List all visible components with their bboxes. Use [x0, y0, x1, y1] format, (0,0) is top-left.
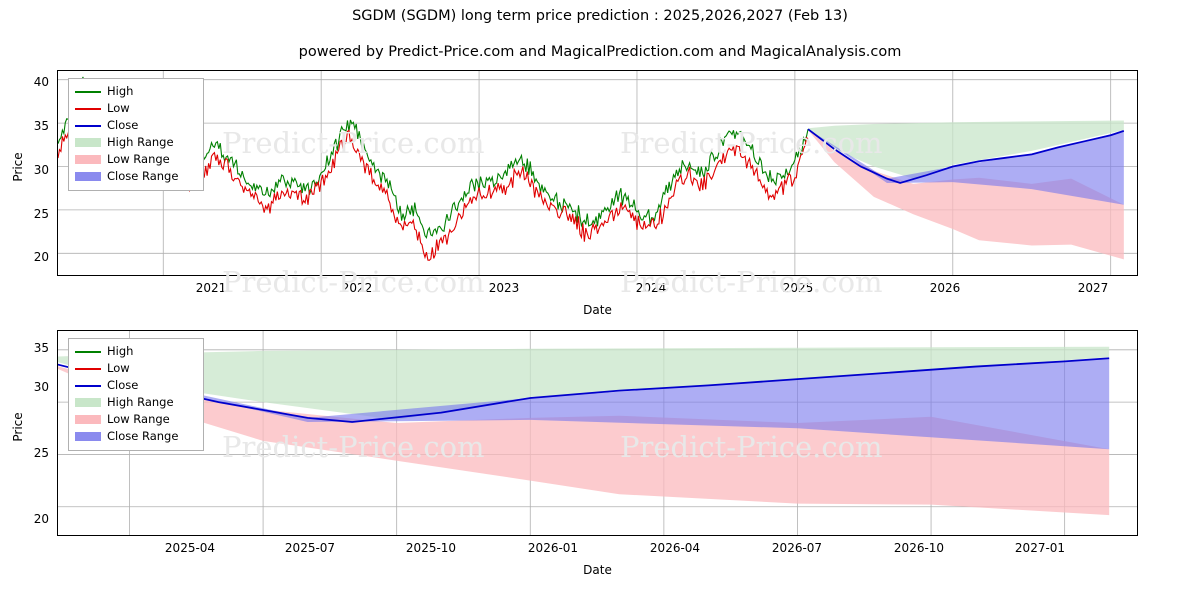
chart-subtitle: powered by Predict-Price.com and Magical…: [298, 44, 902, 60]
legend-item-high: High: [75, 343, 197, 360]
legend-swatch-low: [75, 363, 101, 374]
legend-item-close-range: Close Range: [75, 168, 197, 185]
x-tick-top-4: 2025: [782, 281, 814, 295]
y-tick-top-4: 40: [33, 75, 49, 90]
legend-label-close-range: Close Range: [107, 429, 179, 443]
x-tick-top-6: 2027: [1077, 281, 1109, 295]
legend-swatch-low-range: [75, 154, 101, 165]
y-tick-top-2: 30: [33, 162, 49, 177]
y-tick-bottom-3: 35: [33, 341, 49, 355]
x-axis-label-top: Date: [583, 303, 612, 317]
legend-swatch-high-range: [75, 397, 101, 408]
legend-bottom: High Low Close High Range Low Range Clos…: [68, 338, 204, 451]
legend-swatch-high-range: [75, 137, 101, 148]
legend-top: High Low Close High Range Low Range Clos…: [68, 78, 204, 191]
plot-area-top: [57, 70, 1138, 276]
legend-swatch-close-range: [75, 431, 101, 442]
x-tick-top-0: 2021: [195, 281, 227, 295]
legend-label-close-range: Close Range: [107, 169, 179, 183]
legend-item-high: High: [75, 83, 197, 100]
x-tick-top-1: 2022: [341, 281, 373, 295]
legend-item-close-range: Close Range: [75, 428, 197, 445]
legend-label-close: Close: [107, 118, 139, 132]
y-tick-bottom-0: 20: [33, 511, 49, 526]
x-tick-bottom-3: 2026-01: [527, 541, 579, 555]
legend-swatch-close-range: [75, 171, 101, 182]
legend-label-high: High: [107, 344, 134, 358]
y-tick-bottom-1: 25: [33, 445, 49, 460]
legend-label-high-range: High Range: [107, 135, 174, 149]
y-tick-bottom-2: 30: [33, 380, 49, 395]
legend-item-high-range: High Range: [75, 394, 197, 411]
x-tick-bottom-0: 2025-04: [164, 541, 216, 555]
y-axis-label-bottom: Price: [11, 412, 25, 442]
legend-item-close: Close: [75, 377, 197, 394]
y-tick-top-1: 25: [33, 206, 49, 221]
legend-item-close: Close: [75, 117, 197, 134]
legend-swatch-close: [75, 380, 101, 391]
legend-label-close: Close: [107, 378, 139, 392]
plot-svg-bottom: [58, 331, 1137, 535]
x-tick-bottom-1: 2025-07: [284, 541, 336, 555]
plot-svg-top: [58, 71, 1137, 275]
legend-swatch-high: [75, 86, 101, 97]
y-tick-top-0: 20: [33, 250, 49, 265]
x-tick-bottom-7: 2027-01: [1014, 541, 1066, 555]
legend-swatch-high: [75, 346, 101, 357]
legend-label-low: Low: [107, 101, 130, 115]
legend-label-low: Low: [107, 361, 130, 375]
x-tick-bottom-6: 2026-10: [893, 541, 945, 555]
legend-item-low-range: Low Range: [75, 151, 197, 168]
chart-title: SGDM (SGDM) long term price prediction :…: [352, 8, 848, 24]
legend-swatch-low-range: [75, 414, 101, 425]
legend-label-high: High: [107, 84, 134, 98]
legend-swatch-low: [75, 103, 101, 114]
legend-item-low: Low: [75, 100, 197, 117]
legend-label-low-range: Low Range: [107, 152, 170, 166]
x-tick-top-3: 2024: [635, 281, 667, 295]
x-tick-top-2: 2023: [488, 281, 520, 295]
legend-item-low-range: Low Range: [75, 411, 197, 428]
legend-label-high-range: High Range: [107, 395, 174, 409]
x-tick-bottom-5: 2026-07: [771, 541, 823, 555]
x-tick-bottom-4: 2026-04: [649, 541, 701, 555]
legend-item-high-range: High Range: [75, 134, 197, 151]
plot-area-bottom: [57, 330, 1138, 536]
legend-item-low: Low: [75, 360, 197, 377]
x-tick-top-5: 2026: [929, 281, 961, 295]
x-axis-label-bottom: Date: [583, 563, 612, 577]
y-tick-top-3: 35: [33, 119, 49, 133]
legend-swatch-close: [75, 120, 101, 131]
x-tick-bottom-2: 2025-10: [405, 541, 457, 555]
legend-label-low-range: Low Range: [107, 412, 170, 426]
